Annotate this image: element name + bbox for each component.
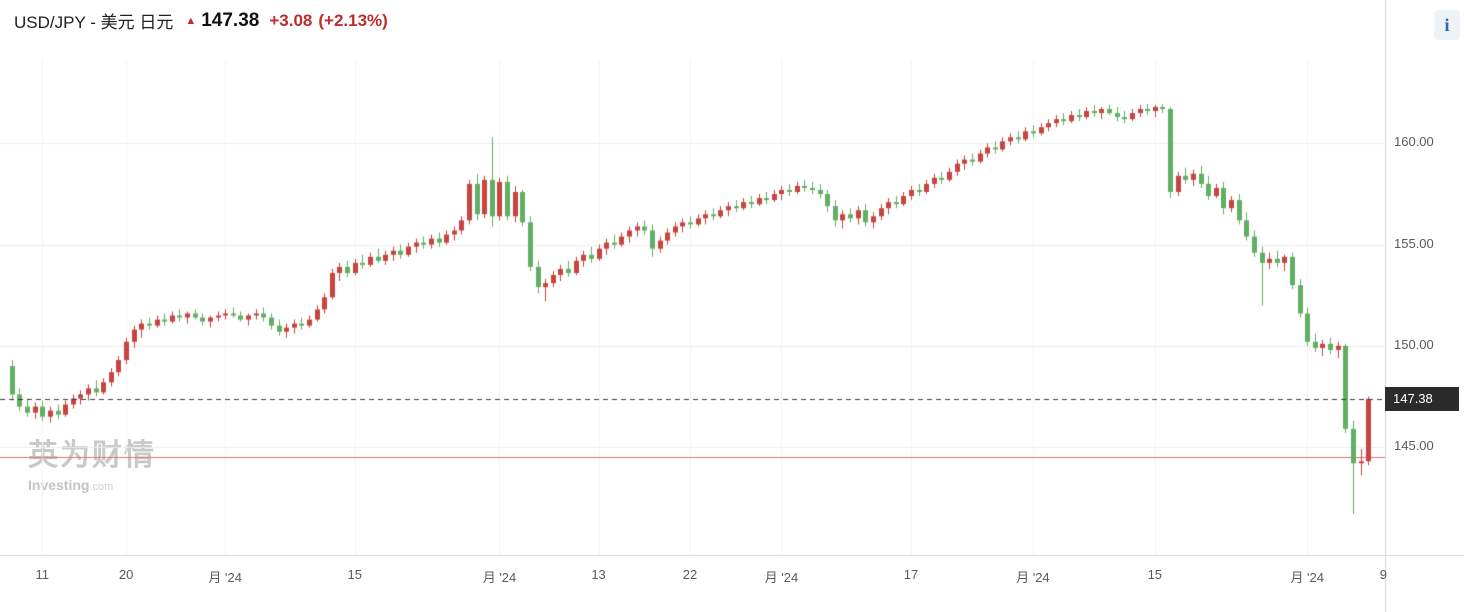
instrument-header: USD/JPY - 美元 日元 ▲ 147.38 +3.08 (+2.13%): [14, 8, 388, 33]
price-change: +3.08: [269, 10, 313, 30]
x-axis-label: 15: [1147, 567, 1163, 582]
y-axis-label: 145.00: [1394, 438, 1434, 454]
y-axis-label: 160.00: [1394, 134, 1434, 150]
x-axis-label: 9: [1379, 567, 1388, 582]
x-axis-label: 月 '24: [1290, 570, 1324, 585]
x-axis-label: 17: [903, 567, 919, 582]
current-price-tag: 147.38: [1385, 386, 1459, 411]
y-axis-label: 155.00: [1394, 235, 1434, 251]
info-icon: i: [1444, 14, 1450, 35]
x-axis-label: 月 '24: [764, 570, 799, 585]
x-axis-label: 15: [347, 567, 362, 582]
x-axis-label: 11: [35, 567, 50, 582]
x-axis-label: 13: [591, 567, 606, 582]
x-axis-label: 月 '24: [208, 570, 242, 585]
price-change-percent: (+2.13%): [318, 10, 388, 30]
x-axis-label: 20: [118, 567, 134, 582]
last-price: 147.38: [201, 9, 260, 31]
x-axis-label: 月 '24: [1016, 570, 1050, 585]
price-up-arrow-icon: ▲: [185, 14, 197, 27]
current-price-value: 147.38: [1393, 390, 1433, 406]
instrument-title: USD/JPY - 美元 日元: [14, 13, 174, 32]
y-axis-label: 150.00: [1394, 336, 1434, 352]
x-axis-label: 22: [682, 567, 698, 582]
info-button[interactable]: i: [1434, 10, 1460, 40]
x-axis-label: 月 '24: [482, 570, 517, 585]
